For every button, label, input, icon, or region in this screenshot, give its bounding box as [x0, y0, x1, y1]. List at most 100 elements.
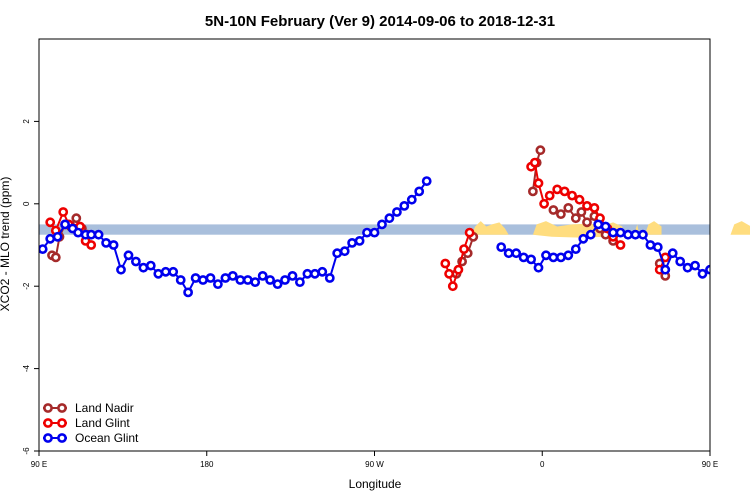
- data-point: [86, 240, 97, 250]
- x-axis: 90 E 180 90 W 0 90 E: [31, 451, 718, 469]
- legend-marker: [57, 433, 67, 443]
- series-ocean-glint: [39, 176, 710, 298]
- data-point: [697, 268, 708, 279]
- data-point: [50, 252, 61, 263]
- data-point: [511, 248, 522, 259]
- legend-entry: Land Nadir: [43, 401, 134, 415]
- data-point: [518, 252, 529, 263]
- data-point: [464, 227, 475, 238]
- data-point: [414, 186, 425, 197]
- data-point: [667, 248, 678, 259]
- data-point: [101, 237, 111, 248]
- y-tick-label: -6: [22, 447, 31, 455]
- legend-marker: [43, 433, 53, 443]
- data-point: [570, 213, 581, 224]
- y-tick-label: -2: [22, 282, 31, 290]
- data-point: [578, 233, 589, 244]
- data-point: [615, 227, 626, 238]
- data-point: [175, 275, 186, 285]
- data-point: [339, 246, 350, 257]
- data-point: [324, 273, 335, 283]
- data-point: [123, 250, 134, 261]
- data-point: [391, 207, 402, 217]
- data-point: [600, 221, 611, 232]
- series-layer: [39, 145, 710, 298]
- data-point: [582, 217, 592, 228]
- data-point: [280, 275, 290, 285]
- data-point: [544, 190, 555, 201]
- data-point: [630, 229, 641, 240]
- data-point: [440, 258, 451, 269]
- data-point: [533, 178, 544, 189]
- data-point: [369, 227, 380, 238]
- data-point: [60, 219, 70, 230]
- data-point: [93, 229, 104, 240]
- data-point: [548, 252, 559, 263]
- land-region-4: [730, 221, 750, 235]
- data-point: [615, 240, 626, 250]
- data-point: [183, 287, 193, 298]
- data-point: [287, 270, 298, 281]
- legend-label: Ocean Glint: [75, 431, 139, 445]
- data-point: [563, 202, 574, 213]
- data-point: [354, 235, 365, 246]
- data-point: [130, 256, 141, 267]
- data-point: [116, 264, 126, 275]
- x-tick-label: 180: [200, 460, 214, 469]
- y-tick-label: 0: [22, 201, 31, 206]
- data-point: [362, 227, 372, 238]
- data-point: [496, 242, 507, 252]
- data-point: [257, 270, 268, 281]
- plot-frame: [38, 38, 711, 452]
- data-point: [682, 262, 693, 273]
- data-point: [294, 277, 305, 287]
- data-point: [212, 279, 223, 289]
- x-tick-label: 90 W: [365, 460, 384, 469]
- data-point: [705, 264, 710, 275]
- legend-label: Land Glint: [75, 416, 130, 430]
- data-point: [444, 268, 454, 279]
- data-point: [73, 227, 83, 238]
- data-point: [503, 248, 514, 259]
- land-region-0: [471, 221, 509, 235]
- data-point: [265, 275, 275, 285]
- data-point: [332, 248, 343, 259]
- data-point: [399, 200, 410, 211]
- data-point: [377, 219, 387, 230]
- x-tick-label: 90 E: [31, 460, 47, 469]
- data-point: [528, 186, 538, 197]
- data-point: [302, 268, 313, 279]
- data-point: [652, 242, 663, 252]
- x-tick-label: 90 E: [702, 460, 718, 469]
- data-point: [526, 254, 536, 265]
- data-point: [227, 270, 238, 281]
- data-point: [453, 264, 464, 275]
- data-point: [567, 190, 577, 201]
- legend-marker: [57, 403, 67, 413]
- data-point: [570, 244, 581, 254]
- data-point: [585, 229, 596, 240]
- y-axis: -6 -4 -2 0 2: [22, 119, 39, 455]
- data-point: [576, 207, 587, 217]
- data-point: [272, 279, 283, 289]
- data-point: [52, 231, 63, 242]
- data-point: [675, 256, 686, 267]
- chart-title: 5N-10N February (Ver 9) 2014-09-06 to 20…: [205, 13, 555, 30]
- data-point: [39, 244, 48, 254]
- data-point: [535, 145, 546, 156]
- data-point: [533, 262, 544, 273]
- data-point: [421, 176, 432, 186]
- legend-marker: [57, 418, 67, 428]
- data-point: [168, 266, 179, 277]
- legend-marker: [43, 403, 53, 413]
- plot-area: [38, 38, 750, 452]
- data-point: [563, 250, 574, 261]
- data-point: [250, 277, 261, 287]
- legend-marker: [43, 418, 53, 428]
- data-point: [153, 268, 164, 279]
- data-point: [552, 184, 563, 195]
- data-point: [690, 260, 700, 271]
- data-point: [190, 273, 201, 283]
- data-point: [406, 194, 417, 205]
